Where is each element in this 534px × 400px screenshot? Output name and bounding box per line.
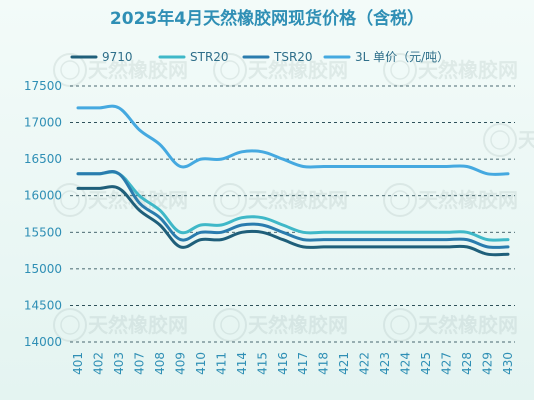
watermark-mark: 天然橡胶网 [213, 53, 348, 87]
legend-item: 3L 单价（元/吨） [323, 50, 449, 64]
y-axis-ticks: 14000 14500 15000 15500 16000 16500 17000 17500 [24, 79, 62, 349]
watermark-text: 天然橡胶网 [248, 313, 348, 337]
series-line [76, 104, 510, 176]
x-tick-label: 427 [440, 352, 454, 375]
watermark-text: 天然橡胶网 [418, 313, 518, 337]
chart-title: 2025年4月天然橡胶网现货价格（含税） [110, 8, 424, 29]
legend-item: TSR20 [242, 50, 313, 64]
x-tick-label: 403 [112, 352, 126, 375]
y-tick-label: 17500 [24, 79, 62, 93]
watermark-mark: 天然橡胶网 [483, 123, 534, 157]
legend-label: 9710 [102, 50, 133, 64]
y-tick-label: 14500 [24, 298, 62, 312]
x-tick-label: 428 [460, 352, 474, 375]
x-tick-label: 418 [317, 352, 331, 375]
x-tick-label: 410 [194, 352, 208, 375]
watermark-mark: 天然橡胶网 [383, 53, 518, 87]
legend-item: STR20 [158, 50, 229, 64]
legend-label: STR20 [190, 50, 229, 64]
x-tick-label: 430 [501, 352, 515, 375]
x-tick-label: 423 [378, 352, 392, 375]
watermark-mark: 天然橡胶网 [383, 183, 518, 217]
watermark-mark: 天然橡胶网 [213, 308, 348, 342]
x-tick-label: 409 [173, 352, 187, 375]
watermark-text: 天然橡胶网 [418, 188, 518, 212]
watermark-text: 天然橡胶网 [88, 313, 188, 337]
watermark-mark: 天然橡胶网 [213, 183, 348, 217]
legend-label: TSR20 [273, 50, 313, 64]
y-tick-label: 16500 [24, 152, 62, 166]
x-tick-label: 402 [91, 352, 105, 375]
legend-item: 9710 [70, 50, 133, 64]
watermark-mark: 天然橡胶网 [383, 308, 518, 342]
y-tick-label: 15000 [24, 262, 62, 276]
x-tick-label: 417 [296, 352, 310, 375]
series-lines [76, 104, 510, 257]
x-tick-label: 416 [276, 352, 290, 375]
watermark-text: 天然橡胶网 [88, 58, 188, 82]
x-tick-label: 429 [481, 352, 495, 375]
x-tick-label: 424 [399, 352, 413, 375]
x-tick-label: 401 [71, 352, 85, 375]
x-tick-label: 414 [235, 352, 249, 375]
x-tick-label: 408 [153, 352, 167, 375]
y-tick-label: 14000 [24, 335, 62, 349]
y-tick-label: 17000 [24, 116, 62, 130]
y-tick-label: 16000 [24, 189, 62, 203]
x-axis-ticks: 401 402 403 407 408 409 410 411 414 415 416 417 418 4… [71, 352, 515, 375]
series-line [76, 185, 510, 257]
watermark-mark: 天然橡胶网 [53, 308, 188, 342]
watermark-text: 天然橡胶网 [248, 58, 348, 82]
watermark-mark: 天然橡胶网 [53, 53, 188, 87]
y-tick-label: 15500 [24, 225, 62, 239]
x-tick-label: 407 [132, 352, 146, 375]
legend-label: 3L 单价（元/吨） [355, 50, 449, 64]
watermark-text: 天然橡胶网 [418, 58, 518, 82]
series-line [76, 170, 510, 242]
x-tick-label: 422 [358, 352, 372, 375]
x-tick-label: 411 [214, 352, 228, 375]
x-tick-label: 421 [337, 352, 351, 375]
gridlines [70, 85, 515, 343]
watermark-text: 天然橡胶网 [248, 188, 348, 212]
watermark-text: 天然橡胶网 [518, 128, 534, 152]
series-line [76, 169, 510, 249]
legend: 9710 STR20 TSR20 3L 单价（元/吨） [70, 50, 449, 64]
x-tick-label: 415 [255, 352, 269, 375]
x-tick-label: 425 [419, 352, 433, 375]
